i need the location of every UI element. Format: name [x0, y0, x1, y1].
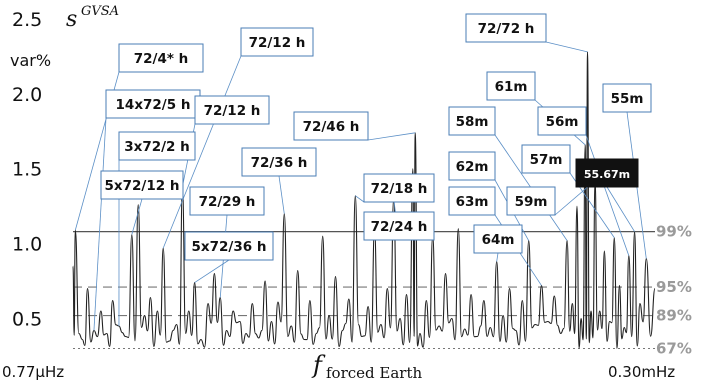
annotation-label: 62m	[456, 159, 489, 175]
annotation-box	[363, 173, 435, 203]
annotation-label: 64m	[482, 232, 515, 248]
x-axis-label: f	[311, 351, 326, 379]
annotation-box	[118, 43, 204, 73]
y-tick-label: 1.0	[12, 234, 42, 256]
annotation-label: 57m	[530, 152, 563, 168]
annotation-labels: 72/4* h 14x72/5 h 3x72/2 h 5x72/12 h 72/12 h…	[100, 13, 652, 261]
spectrum-series	[72, 51, 656, 349]
annotation-label: 72/24 h	[371, 219, 428, 235]
x-start-label: 0.77µHz	[2, 363, 64, 381]
annotation-label: 63m	[456, 194, 489, 210]
annotation-box	[241, 147, 317, 177]
annotation-leader	[194, 259, 230, 283]
significance-label: 89%	[656, 307, 692, 325]
annotation-box	[473, 224, 523, 254]
annotation-label: 55.67m	[584, 168, 630, 181]
y-tick-label: 2.5	[12, 9, 42, 31]
x-end-label: 0.30mHz	[608, 363, 675, 381]
annotation-leader	[496, 252, 499, 262]
annotation-label: 72/4* h	[134, 51, 188, 67]
annotation-label: 59m	[515, 194, 548, 210]
annotation-label: 56m	[546, 114, 579, 130]
y-axis-label: s	[66, 7, 77, 32]
annotation-box	[575, 158, 639, 188]
annotation-box	[240, 27, 314, 57]
annotation-label: 72/12 h	[204, 103, 261, 119]
significance-label: 99%	[656, 223, 692, 241]
annotation-label: 3x72/2 h	[124, 139, 190, 155]
annotation-leader	[355, 195, 365, 203]
y-tick-label: 0.5	[12, 309, 42, 331]
annotation-box	[194, 95, 270, 125]
annotation-label: 61m	[495, 79, 528, 95]
annotation-box	[465, 13, 547, 43]
annotation-leader	[606, 186, 635, 232]
annotation-label: 14x72/5 h	[116, 97, 191, 113]
annotation-label: 72/12 h	[249, 35, 306, 51]
annotation-label: 72/18 h	[371, 181, 428, 197]
annotation-leader	[93, 117, 107, 331]
annotation-box	[363, 211, 435, 241]
y-tick-labels: 2.5 2.0 1.5 1.0 0.5	[12, 9, 42, 331]
annotation-box	[189, 186, 265, 216]
significance-lines: 99% 95% 89% 67%	[73, 223, 692, 358]
annotation-leader	[131, 198, 143, 235]
annotation-label: 5x72/36 h	[192, 239, 267, 255]
annotation-box	[105, 89, 201, 119]
y-tick-label: 2.0	[12, 84, 42, 106]
significance-label: 95%	[656, 278, 692, 296]
annotation-box	[100, 170, 184, 200]
annotation-leader	[367, 132, 416, 141]
annotation-label: 72/72 h	[478, 21, 535, 37]
annotation-label: 55m	[611, 91, 644, 107]
annotation-label: 5x72/12 h	[105, 178, 180, 194]
annotation-label: 58m	[456, 114, 489, 130]
annotation-box	[184, 231, 274, 261]
annotation-box	[521, 144, 571, 174]
annotation-box	[486, 71, 536, 101]
y-tick-label: 1.5	[12, 159, 42, 181]
annotation-label: 72/29 h	[199, 194, 256, 210]
annotation-box	[293, 111, 369, 141]
annotation-leader	[545, 41, 588, 53]
annotation-box	[448, 106, 496, 136]
annotation-box	[537, 106, 587, 136]
y-axis-label-superscript: GVSA	[81, 4, 119, 19]
annotation-leader	[585, 134, 630, 256]
spectrum-line	[72, 51, 656, 349]
significance-label: 67%	[656, 340, 692, 358]
annotation-box	[448, 186, 496, 216]
annotation-box	[602, 83, 652, 113]
annotation-box	[506, 186, 556, 216]
annotation-leader	[278, 175, 285, 214]
annotation-box	[118, 131, 196, 161]
x-axis-label-subscript: forced Earth	[326, 364, 422, 381]
annotation-label: 72/36 h	[251, 155, 308, 171]
annotation-label: 72/46 h	[303, 119, 360, 135]
annotation-box	[448, 151, 496, 181]
annotation-leader	[162, 55, 242, 249]
y-axis-units: var%	[10, 51, 51, 70]
